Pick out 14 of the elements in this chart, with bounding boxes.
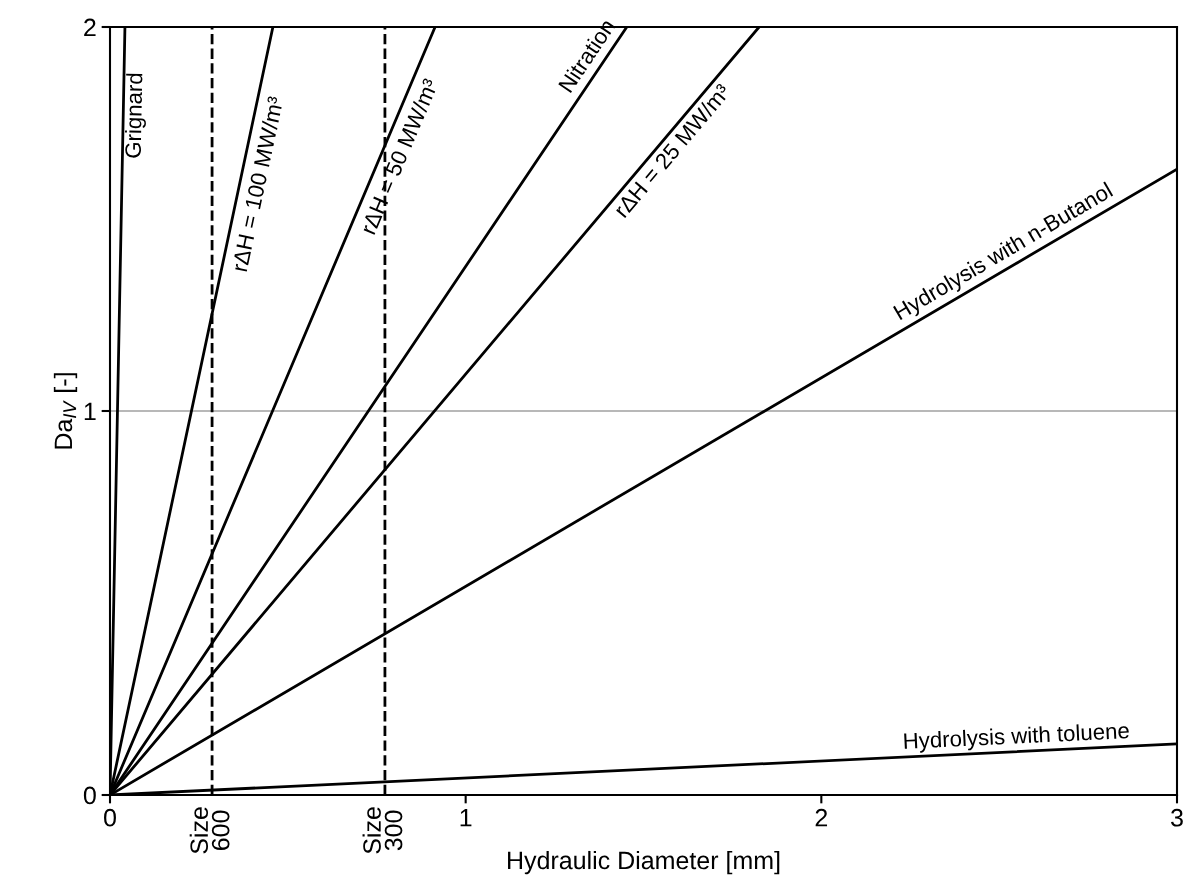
series-label: Hydrolysis with toluene bbox=[904, 721, 1130, 754]
x-tick-label: 0 bbox=[104, 808, 116, 827]
y-tick-label: 1 bbox=[84, 402, 96, 421]
y-tick-label: 2 bbox=[84, 18, 96, 37]
x-tick-label: 3 bbox=[1171, 808, 1183, 827]
ref-line-label: Size 300 bbox=[362, 807, 403, 854]
y-axis-title: Da$_{IV}$ [-] bbox=[53, 373, 78, 449]
text: rΔH = 100 MW/m³ bbox=[231, 95, 284, 272]
text: Grignard bbox=[124, 73, 147, 158]
x-tick-label: 2 bbox=[815, 808, 828, 827]
y-tick-label: 0 bbox=[83, 786, 96, 805]
x-tick-label: 1 bbox=[460, 809, 472, 827]
x-axis-title: Hydraulic Diameter [mm] bbox=[508, 850, 780, 875]
ref-line-label: Size 600 bbox=[189, 807, 230, 854]
